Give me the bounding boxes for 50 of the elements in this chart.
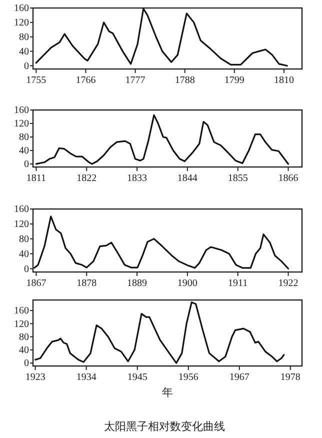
y-tick-label: 160 xyxy=(14,204,29,216)
line-series xyxy=(35,114,290,165)
x-tick-label: 1911 xyxy=(228,278,248,290)
x-tick-label: 1923 xyxy=(25,372,46,384)
x-tick-label: 1788 xyxy=(174,75,195,86)
y-tick-label: 80 xyxy=(19,332,29,343)
y-tick-label: 160 xyxy=(14,105,29,116)
x-tick-label: 1900 xyxy=(177,278,198,290)
y-tick-label: 160 xyxy=(14,3,29,14)
y-tick-label: 80 xyxy=(19,32,29,44)
y-tick-label: 0 xyxy=(24,159,29,170)
x-tick-label: 1945 xyxy=(127,372,148,384)
x-tick-label: 1810 xyxy=(274,75,294,86)
line-series xyxy=(34,216,290,270)
x-tick-label: 1822 xyxy=(76,173,97,184)
y-tick-label: 80 xyxy=(19,234,29,246)
x-tick-label: 1766 xyxy=(76,75,96,86)
x-tick-label: 1978 xyxy=(280,372,300,384)
line-series xyxy=(35,8,288,67)
text: 太阳黑子相对数变化曲线 xyxy=(104,420,225,433)
x-tick-label: 1867 xyxy=(26,278,46,290)
y-tick-label: 0 xyxy=(24,358,29,370)
y-tick-label: 160 xyxy=(14,306,29,317)
y-tick-label: 40 xyxy=(19,248,29,260)
line-series xyxy=(34,302,285,364)
x-tick-label: 1833 xyxy=(127,173,148,184)
x-tick-label: 1866 xyxy=(278,173,298,184)
y-tick-label: 40 xyxy=(19,345,29,356)
y-tick-label: 80 xyxy=(19,132,29,144)
y-tick-label: 120 xyxy=(14,318,29,330)
x-tick-label: 1811 xyxy=(26,173,46,184)
x-tick-label: 1855 xyxy=(228,173,248,184)
y-tick-label: 40 xyxy=(19,146,29,157)
x-tick-label: 1922 xyxy=(278,278,298,290)
y-tick-label: 0 xyxy=(24,60,29,72)
y-tick-label: 120 xyxy=(14,18,29,29)
x-tick-label: 1956 xyxy=(178,372,198,384)
x-tick-label: 1755 xyxy=(26,75,46,86)
x-tick-label: 1777 xyxy=(125,75,146,86)
y-tick-label: 40 xyxy=(19,46,29,58)
x-tick-label: 1889 xyxy=(127,278,148,290)
x-tick-label: 1844 xyxy=(177,173,198,184)
y-tick-label: 0 xyxy=(24,264,29,275)
x-tick-label: 1934 xyxy=(76,372,96,384)
x-axis-title: 年 xyxy=(162,387,173,399)
x-tick-label: 1967 xyxy=(229,372,250,384)
x-tick-label: 1878 xyxy=(76,278,97,290)
x-tick-label: 1799 xyxy=(224,75,244,86)
y-tick-label: 120 xyxy=(14,219,29,230)
y-tick-label: 120 xyxy=(14,118,29,130)
